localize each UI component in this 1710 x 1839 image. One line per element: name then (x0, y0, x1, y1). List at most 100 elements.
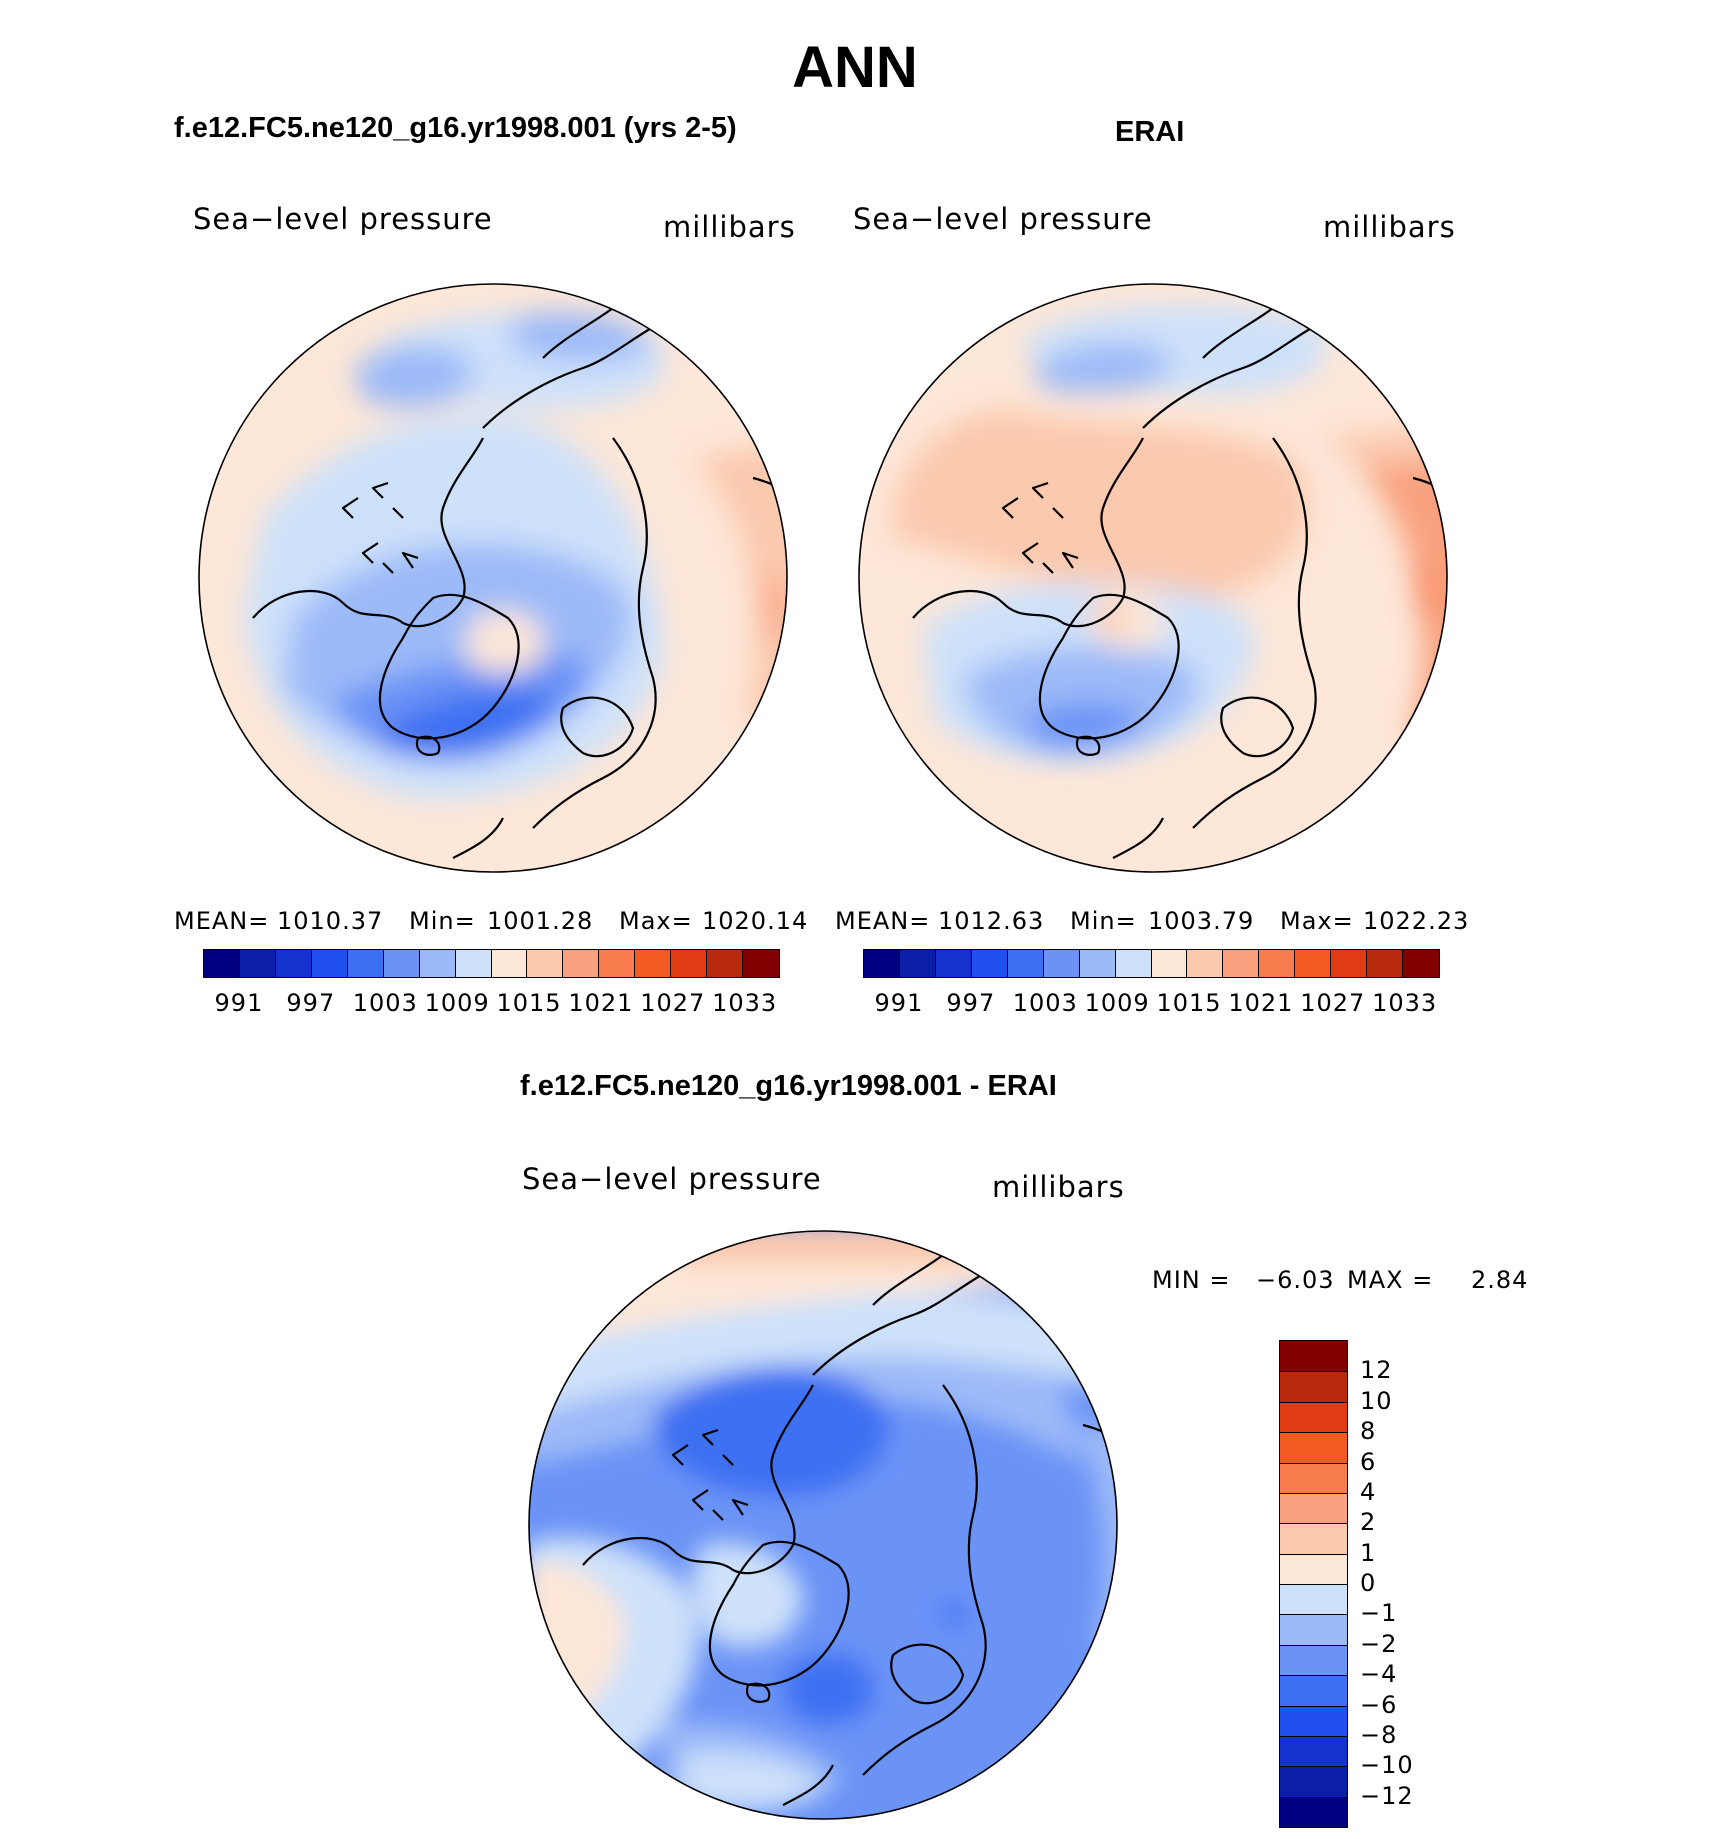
colorbar-tick-label: 2 (1360, 1508, 1377, 1537)
colorbar-segment (743, 950, 779, 977)
colorbar-segment (347, 950, 384, 977)
stats-min-label: Min= (1070, 907, 1137, 935)
colorbar-segment (1403, 950, 1439, 977)
colorbar-tick-label: 12 (1360, 1356, 1393, 1385)
colorbar-segment (1280, 1341, 1347, 1372)
colorbar-segment (1331, 950, 1368, 977)
colorbar-segment (1280, 1644, 1347, 1676)
colorbar-tick-label: −10 (1360, 1751, 1414, 1780)
colorbar-segment (239, 950, 276, 977)
colorbar-segment (1280, 1675, 1347, 1706)
variable-label: Sea−level pressure (853, 202, 1153, 236)
panel-title-obs: ERAI (1115, 116, 1185, 148)
colorbar-tick-label: 1021 (1228, 989, 1294, 1017)
colorbar-segment (1007, 950, 1044, 977)
colorbar-segment (1043, 950, 1080, 977)
colorbar-tick-label: 1027 (1300, 989, 1366, 1017)
colorbar-segment (1223, 950, 1260, 977)
stats-max-value: 2.84 (1471, 1266, 1529, 1294)
colorbar-segment (1280, 1432, 1347, 1463)
colorbar-segment (1151, 950, 1188, 977)
main-title: ANN (792, 35, 918, 100)
colorbar-segment (635, 950, 672, 977)
colorbar-segment (1280, 1614, 1347, 1645)
colorbar-tick-label: 1021 (568, 989, 634, 1017)
stats-min-value: −6.03 (1256, 1266, 1335, 1294)
colorbar-segment (1280, 1401, 1347, 1433)
colorbar-segment (419, 950, 456, 977)
stats-min-label: Min= (409, 907, 476, 935)
stats-mean-value: 1010.37 (277, 907, 384, 935)
units-label: millibars (663, 210, 796, 244)
panel-title-model: f.e12.FC5.ne120_g16.yr1998.001 (yrs 2-5) (174, 112, 737, 144)
colorbar-tick-label: 1015 (1156, 989, 1222, 1017)
colorbar-tick-label: 1003 (352, 989, 418, 1017)
colorbar-tick-label: 6 (1360, 1447, 1377, 1476)
stats-min-label: MIN = (1152, 1266, 1231, 1294)
colorbar-segment (671, 950, 708, 977)
colorbar-tick-label: 991 (214, 989, 264, 1017)
colorbar-segment (563, 950, 600, 977)
colorbar-tick-label: 1009 (1084, 989, 1150, 1017)
colorbar-segment (864, 950, 900, 977)
colorbar-segment (1280, 1492, 1347, 1524)
variable-label: Sea−level pressure (522, 1162, 822, 1196)
panel-title-diff: f.e12.FC5.ne120_g16.yr1998.001 - ERAI (520, 1070, 1057, 1102)
colorbar-segment (311, 950, 348, 977)
colorbar-tick-label: −4 (1360, 1660, 1398, 1689)
colorbar-segment (935, 950, 972, 977)
colorbar-tick-label: 1 (1360, 1538, 1377, 1567)
colorbar-segment (383, 950, 420, 977)
stats-max-value: 1022.23 (1363, 907, 1470, 935)
colorbar-segment (527, 950, 564, 977)
stats-mean-label: MEAN= (835, 907, 931, 935)
colorbar-tick-label: 997 (286, 989, 336, 1017)
colorbar-segment (455, 950, 492, 977)
colorbar-tick-label: 10 (1360, 1386, 1393, 1415)
colorbar-segment (1280, 1553, 1347, 1584)
colorbar-difference (1279, 1340, 1348, 1828)
stats-max-label: Max= (1280, 907, 1354, 935)
colorbar-segment (275, 950, 312, 977)
units-label: millibars (992, 1170, 1125, 1204)
colorbar-segment (1280, 1462, 1347, 1493)
colorbar-tick-label: −12 (1360, 1781, 1414, 1810)
colorbar-segment (1280, 1705, 1347, 1736)
polar-map-difference (528, 1230, 1118, 1820)
colorbar-tick-label: 1033 (712, 989, 778, 1017)
colorbar-tick-label: 1003 (1012, 989, 1078, 1017)
stats-mean-value: 1012.63 (938, 907, 1045, 935)
colorbar-tick-label: 1009 (424, 989, 490, 1017)
colorbar-tick-label: 1027 (640, 989, 706, 1017)
colorbar-tick-label: 8 (1360, 1417, 1377, 1446)
colorbar-segment (1280, 1796, 1347, 1827)
colorbar-segment (1280, 1371, 1347, 1402)
colorbar-obs (863, 949, 1440, 978)
colorbar-segment (1115, 950, 1152, 977)
colorbar-segment (1280, 1735, 1347, 1767)
colorbar-segment (1280, 1584, 1347, 1615)
colorbar-segment (204, 950, 240, 977)
colorbar-model (203, 949, 780, 978)
colorbar-tick-label: 1033 (1372, 989, 1438, 1017)
colorbar-tick-label: −1 (1360, 1599, 1398, 1628)
colorbar-segment (1187, 950, 1224, 977)
colorbar-tick-label: 1015 (496, 989, 562, 1017)
colorbar-segment (1079, 950, 1116, 977)
polar-map-model (198, 283, 788, 873)
colorbar-tick-label: −2 (1360, 1629, 1398, 1658)
colorbar-tick-label: 991 (874, 989, 924, 1017)
stats-max-label: MAX = (1347, 1266, 1434, 1294)
colorbar-segment (899, 950, 936, 977)
stats-max-label: Max= (619, 907, 693, 935)
colorbar-segment (1295, 950, 1332, 977)
colorbar-tick-label: 0 (1360, 1569, 1377, 1597)
units-label: millibars (1323, 210, 1456, 244)
colorbar-segment (971, 950, 1008, 977)
colorbar-segment (1280, 1523, 1347, 1554)
variable-label: Sea−level pressure (193, 202, 493, 236)
stats-min-value: 1003.79 (1148, 907, 1255, 935)
colorbar-tick-label: 997 (946, 989, 996, 1017)
stats-mean-label: MEAN= (174, 907, 270, 935)
colorbar-tick-label: 4 (1360, 1477, 1377, 1506)
